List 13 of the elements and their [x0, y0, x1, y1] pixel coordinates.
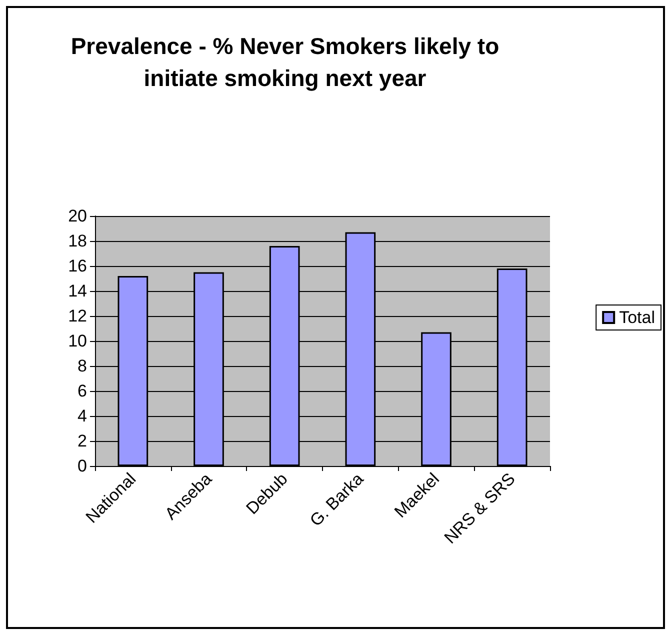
chart-title: Prevalence - % Never Smokers likely to initiate smoking next year: [70, 32, 500, 94]
y-tick-label: 16: [68, 256, 87, 276]
y-tick-label: 4: [78, 406, 87, 426]
y-tick-label: 2: [78, 432, 87, 450]
legend-label: Total: [619, 308, 656, 327]
y-tick-label: 14: [68, 282, 87, 300]
y-tick-label: 20: [68, 206, 87, 226]
y-tick-label: 6: [78, 382, 87, 400]
y-tick-label: 12: [68, 306, 87, 326]
y-tick-label: 10: [68, 332, 87, 350]
y-tick-label: 18: [68, 232, 87, 250]
y-tick-label: 8: [78, 356, 87, 376]
y-tick-label: 0: [78, 456, 87, 476]
